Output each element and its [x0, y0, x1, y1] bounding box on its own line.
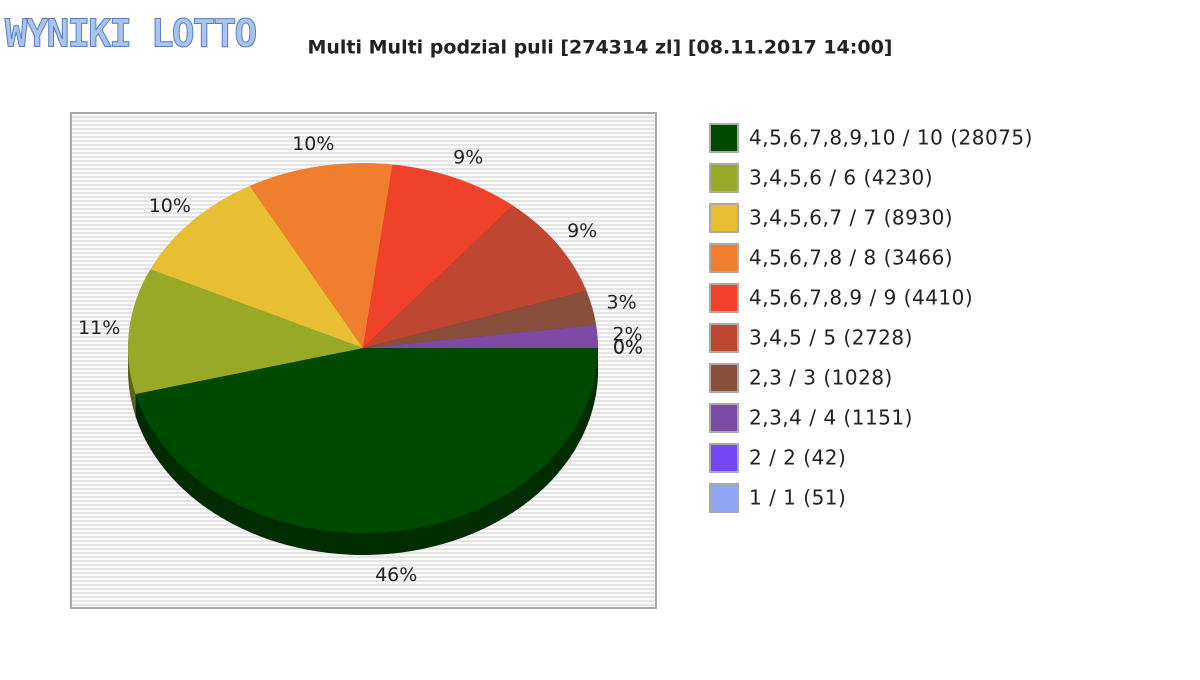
- value-label: 11%: [78, 317, 120, 339]
- legend-swatch: [709, 243, 739, 273]
- legend-swatch: [709, 483, 739, 513]
- value-label: 10%: [292, 133, 334, 155]
- legend-swatch: [709, 203, 739, 233]
- legend-swatch: [709, 443, 739, 473]
- pie: 46%11%10%10%9%9%3%2%0%0%: [78, 133, 643, 586]
- logo: WYNIKI LOTTO: [5, 12, 257, 56]
- value-label: 9%: [567, 220, 597, 242]
- value-label: 46%: [375, 564, 417, 586]
- legend-swatch: [709, 163, 739, 193]
- value-label: 9%: [453, 147, 483, 169]
- legend: 4,5,6,7,8,9,10 / 10 (28075) 3,4,5,6 / 6 (…: [709, 123, 1033, 513]
- legend-swatch: [709, 283, 739, 313]
- legend-label: 2,3,4 / 4 (1151): [749, 406, 913, 430]
- slice: [135, 348, 599, 533]
- slice: [363, 205, 587, 348]
- legend-label: 3,4,5,6 / 6 (4230): [749, 166, 933, 190]
- value-label: 3%: [607, 291, 637, 313]
- legend-label: 4,5,6,7,8 / 8 (3466): [749, 246, 953, 270]
- legend-label: 4,5,6,7,8,9,10 / 10 (28075): [749, 126, 1033, 150]
- value-label: 0%: [613, 337, 643, 359]
- legend-swatch: [709, 123, 739, 153]
- legend-label: 4,5,6,7,8,9 / 9 (4410): [749, 286, 973, 310]
- slice: [249, 163, 393, 348]
- legend-swatch: [709, 403, 739, 433]
- chart-title: Multi Multi podzial puli [274314 zl] [08…: [307, 37, 892, 59]
- legend-swatch: [709, 323, 739, 353]
- legend-label: 1 / 1 (51): [749, 486, 846, 510]
- slice: [363, 290, 597, 348]
- legend-label: 3,4,5,6,7 / 7 (8930): [749, 206, 953, 230]
- value-label: 2%: [612, 324, 642, 346]
- legend-label: 3,4,5 / 5 (2728): [749, 326, 913, 350]
- legend-label: 2 / 2 (42): [749, 446, 846, 470]
- legend-label: 2,3 / 3 (1028): [749, 366, 893, 390]
- value-label: 10%: [149, 195, 191, 217]
- slice: [150, 185, 363, 348]
- value-label: 0%: [613, 337, 643, 359]
- slice: [363, 164, 513, 348]
- legend-swatch: [709, 363, 739, 393]
- slice: [363, 324, 598, 348]
- slice: [128, 269, 363, 395]
